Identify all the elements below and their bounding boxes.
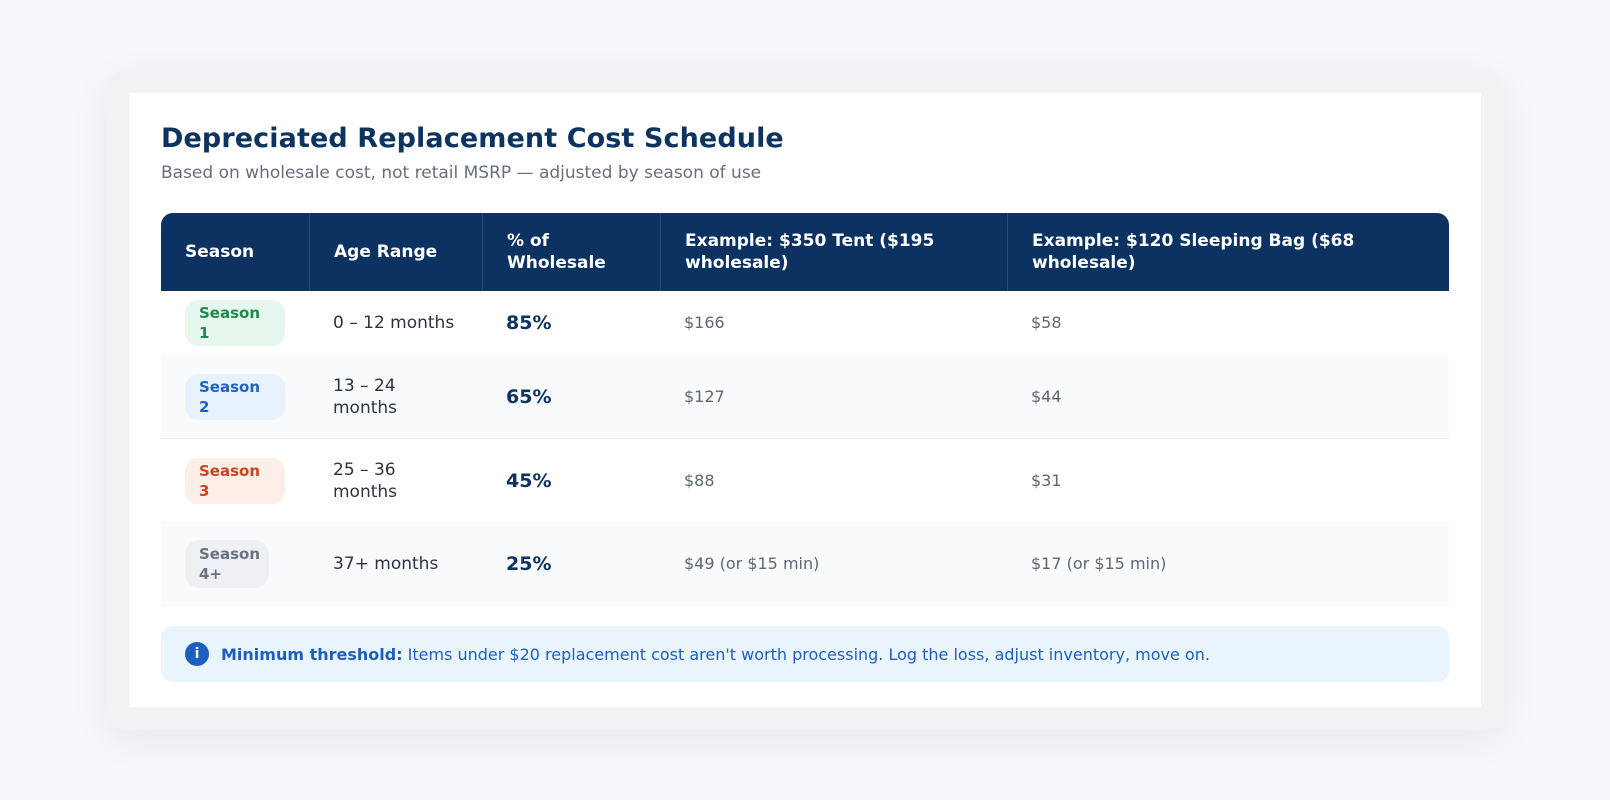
table-row: Season 1 0 – 12 months 85% $166 $58 xyxy=(161,291,1449,355)
page-subtitle: Based on wholesale cost, not retail MSRP… xyxy=(161,163,762,183)
page-title: Depreciated Replacement Cost Schedule xyxy=(161,123,784,154)
header-percent-wholesale: % of Wholesale xyxy=(482,213,660,291)
bag-value-cell: $31 xyxy=(1007,439,1449,522)
season-badge: Season 4+ xyxy=(185,540,269,588)
bag-value-cell: $17 (or $15 min) xyxy=(1007,522,1449,606)
table-row: Season 4+ 37+ months 25% $49 (or $15 min… xyxy=(161,522,1449,606)
bag-value-cell: $44 xyxy=(1007,355,1449,439)
percent-cell: 65% xyxy=(482,355,660,439)
season-cell: Season 4+ xyxy=(161,522,309,606)
season-cell: Season 3 xyxy=(161,439,309,522)
percent-cell: 25% xyxy=(482,522,660,606)
note-text: Items under $20 replacement cost aren't … xyxy=(407,644,1210,664)
season-cell: Season 2 xyxy=(161,355,309,439)
season-badge: Season 2 xyxy=(185,373,285,420)
table-header-row: Season Age Range % of Wholesale Example:… xyxy=(161,213,1449,291)
tent-value-cell: $127 xyxy=(660,355,1007,439)
season-badge: Season 1 xyxy=(185,300,285,346)
info-icon: i xyxy=(185,642,209,666)
age-range-cell: 37+ months xyxy=(309,522,482,606)
season-badge: Season 3 xyxy=(185,457,285,504)
age-range-cell: 13 – 24 months xyxy=(309,355,482,439)
tent-value-cell: $88 xyxy=(660,439,1007,522)
age-range-cell: 25 – 36 months xyxy=(309,439,482,522)
header-sleeping-bag-example: Example: $120 Sleeping Bag ($68 wholesal… xyxy=(1007,213,1449,291)
tent-value-cell: $49 (or $15 min) xyxy=(660,522,1007,606)
header-age-range: Age Range xyxy=(309,213,482,291)
header-tent-example: Example: $350 Tent ($195 wholesale) xyxy=(660,213,1007,291)
percent-cell: 85% xyxy=(482,291,660,355)
minimum-threshold-note: i Minimum threshold: Items under $20 rep… xyxy=(161,626,1449,682)
schedule-card: Depreciated Replacement Cost Schedule Ba… xyxy=(129,93,1481,707)
age-range-cell: 0 – 12 months xyxy=(309,291,482,355)
table-row: Season 2 13 – 24 months 65% $127 $44 xyxy=(161,355,1449,439)
header-season: Season xyxy=(161,213,309,291)
season-cell: Season 1 xyxy=(161,291,309,355)
schedule-table: Season Age Range % of Wholesale Example:… xyxy=(161,213,1449,606)
tent-value-cell: $166 xyxy=(660,291,1007,355)
table-row: Season 3 25 – 36 months 45% $88 $31 xyxy=(161,439,1449,522)
bag-value-cell: $58 xyxy=(1007,291,1449,355)
note-label: Minimum threshold: xyxy=(221,644,403,664)
percent-cell: 45% xyxy=(482,439,660,522)
